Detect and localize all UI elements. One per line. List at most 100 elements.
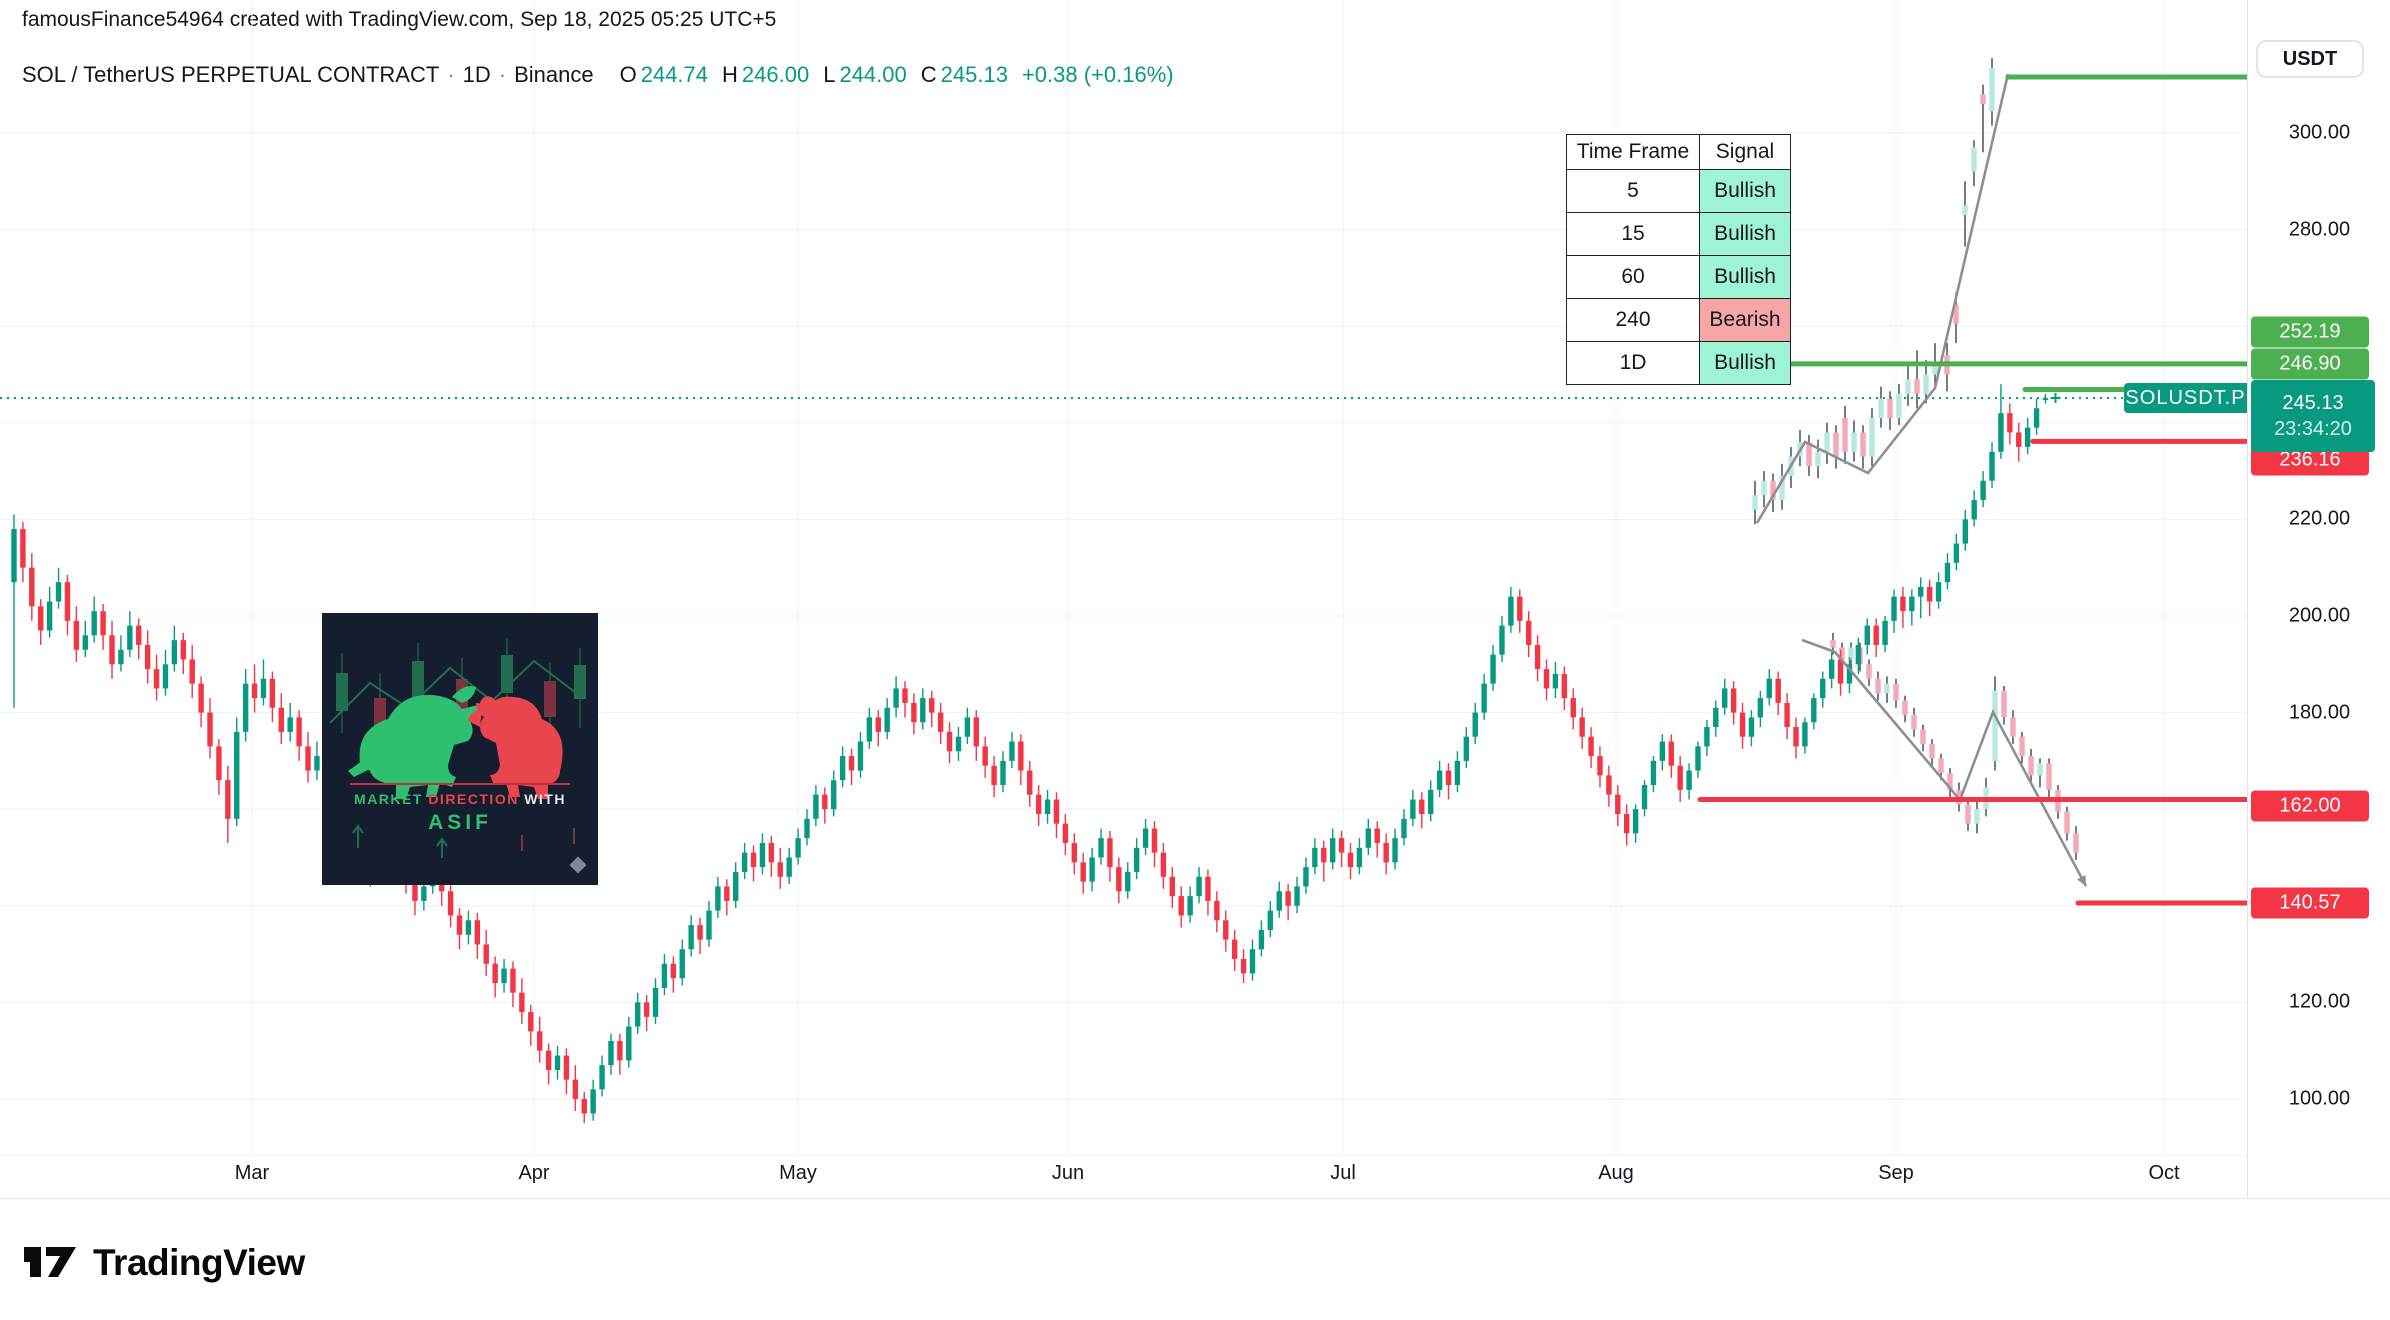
signal-table-row: 240 Bearish [1566,298,1791,342]
exchange-label[interactable]: Binance [514,62,594,87]
candle [1276,891,1282,911]
candle [1080,862,1086,882]
candle [1267,910,1274,930]
candle [1454,760,1461,786]
candle [697,925,703,940]
candle [1891,596,1897,621]
ghost-candle-down-scenario [1929,743,1935,759]
candle [1427,789,1434,815]
timeframe-cell: 1D [1566,341,1700,385]
candle [2016,432,2022,447]
candle [1481,683,1487,713]
interval-label[interactable]: 1D [462,62,491,87]
footer-bar: TradingView [0,1199,2390,1320]
y-axis-label: 120.00 [2288,990,2351,1013]
candle [813,794,819,819]
tradingview-logo-icon [24,1247,76,1277]
candle [1223,920,1229,940]
signal-cell: Bullish [1699,255,1791,299]
candle [1668,741,1674,766]
candle [1695,746,1701,771]
candle [216,746,222,781]
candle [643,1002,650,1017]
x-axis-label-Aug: Aug [1598,1162,1634,1184]
ghost-candle-down-scenario [2019,736,2025,757]
ghost-candle-up-scenario [1989,67,1995,112]
candle [1419,799,1425,815]
candle [1125,871,1131,892]
candle [1713,707,1719,728]
candle [171,640,178,665]
x-axis-label-Oct: Oct [2148,1162,2180,1184]
candle [964,717,971,737]
symbol-name[interactable]: SOL / TetherUS PERPETUAL CONTRACT [22,62,440,87]
candle [305,746,311,771]
ghost-candle-down-scenario [1965,804,1971,824]
candle [501,968,507,984]
candle [599,1065,605,1090]
candle [1214,900,1220,921]
candle [1624,814,1630,834]
candle [11,529,17,583]
ghost-candle-up-scenario [1779,475,1785,501]
watermark-word: DIRECTION [428,791,525,807]
candle [1303,867,1309,887]
candle [545,1050,552,1070]
candle [688,925,694,950]
ohlc-values: O 244.74 H 246.00 L 244.00 C 245.13 +0.38 (+0.16… [619,62,1174,87]
candle [920,698,926,723]
ghost-candle-up-scenario [1815,451,1821,467]
watermark-word: MARKET [354,791,429,807]
timeframe-cell: 60 [1566,255,1700,299]
candle [750,852,757,868]
ghost-candle-up-scenario [1971,147,1977,172]
bull-bear-illustration [329,638,586,858]
price-axis[interactable]: USDT 300.00280.00260.00240.00220.00200.0… [2247,0,2390,1198]
tradingview-logo[interactable]: TradingView [22,1241,305,1285]
candle [724,886,730,901]
y-axis-label: 200.00 [2288,604,2351,627]
candle [447,891,454,916]
candle [1365,828,1372,848]
candle [1704,727,1710,747]
candle [1329,838,1336,863]
y-axis-label: 220.00 [2288,507,2351,530]
candle [929,698,935,713]
watermark-author: ASIF [428,811,492,834]
x-axis-label-Apr: Apr [518,1162,550,1184]
signal-table-row: 5 Bullish [1566,169,1791,213]
candle [242,683,249,732]
candle [296,717,302,747]
candle [492,963,498,984]
candle [1401,818,1407,839]
candle [1062,823,1069,843]
currency-toggle-button[interactable]: USDT [2256,40,2364,78]
ghost-candle-up-scenario [1923,374,1929,394]
ghost-candle-up-scenario [1962,205,1968,216]
ghost-candle-down-scenario [1884,683,1890,694]
candle [1900,596,1906,612]
candle [875,717,881,732]
ghost-candle-down-scenario [1992,690,1998,761]
candle [1508,596,1514,626]
candle [483,944,489,964]
ghost-candle-down-scenario [1947,772,1953,790]
candle [278,707,284,732]
candle [1820,678,1826,699]
ghost-candle-down-scenario [1875,678,1881,694]
ghost-candle-down-scenario [1902,700,1908,715]
candle [768,842,775,863]
ghost-candle-up-scenario [1914,379,1920,394]
y-axis-label: 280.00 [2288,218,2351,241]
candle [1249,949,1256,974]
time-axis[interactable]: Mar Apr May Jun Jul Aug Sep Oct [0,1155,2247,1199]
x-axis-label-Sep: Sep [1878,1162,1914,1184]
symbol-legend[interactable]: SOL / TetherUS PERPETUAL CONTRACT · 1D · Bin… [22,62,1178,88]
candle [1321,847,1327,863]
candle [1490,654,1496,684]
candle [1526,620,1532,645]
candle [162,664,169,689]
ghost-candle-down-scenario [1974,809,1980,824]
candle [1802,722,1808,747]
candle [528,1012,534,1032]
